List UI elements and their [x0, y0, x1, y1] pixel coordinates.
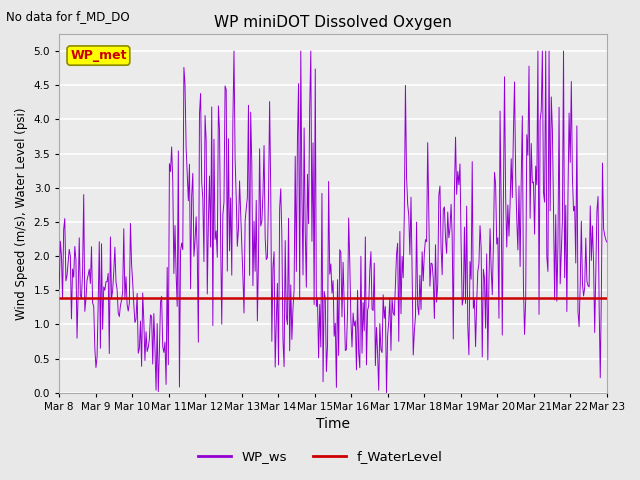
Text: No data for f_MD_DO: No data for f_MD_DO [6, 10, 130, 23]
Text: WP_met: WP_met [70, 49, 127, 62]
X-axis label: Time: Time [316, 418, 350, 432]
Title: WP miniDOT Dissolved Oxygen: WP miniDOT Dissolved Oxygen [214, 15, 452, 30]
Legend: WP_ws, f_WaterLevel: WP_ws, f_WaterLevel [192, 445, 448, 468]
Y-axis label: Wind Speed (m/s), Water Level (psi): Wind Speed (m/s), Water Level (psi) [15, 107, 28, 320]
